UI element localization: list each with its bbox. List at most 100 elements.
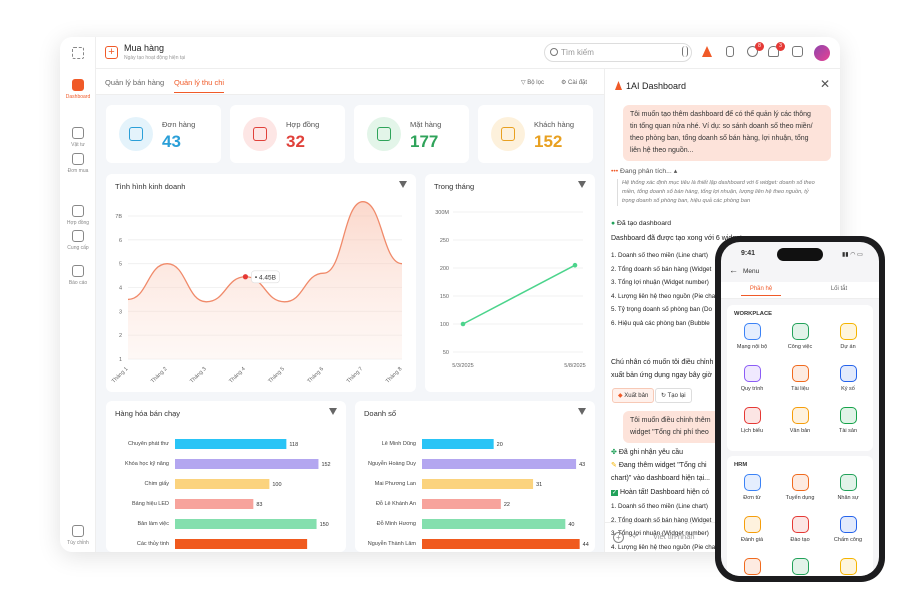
month-filter-icon[interactable] xyxy=(578,181,586,188)
bar-le-minh-dung[interactable] xyxy=(422,439,494,449)
business-chart-card: Tình hình kinh doanh 1 2 3 4 5 6 7B Tháng 1 Thán… xyxy=(106,174,416,392)
bar-do-minh-huong[interactable] xyxy=(422,519,566,529)
stat-card-khach-hang[interactable]: Khách hàng 152 xyxy=(478,105,593,163)
app-tai-san[interactable]: Tài sản xyxy=(824,407,872,434)
business-filter-icon[interactable] xyxy=(399,181,407,188)
regenerate-button[interactable]: ↻ Tạo lại xyxy=(655,388,692,403)
sidebar-item-label: Cung cấp xyxy=(67,245,89,251)
chat-icon[interactable] xyxy=(747,46,758,57)
analyzing-status[interactable]: ••• Đang phân tích... ▴ xyxy=(611,168,678,175)
danh-gia-icon xyxy=(743,516,761,533)
stat-card-hop-dong[interactable]: Hợp đồng 32 xyxy=(230,105,345,163)
tab-sales[interactable]: Quản lý bán hàng xyxy=(105,78,165,87)
sidebar-item-dashboard[interactable]: Dashboard xyxy=(60,79,96,100)
search-input[interactable]: Tìm kiếm xyxy=(544,43,692,62)
sidebar-item-bao-cao[interactable]: Báo cáo xyxy=(60,265,96,286)
sidebar-item-hop-dong[interactable]: Hợp đồng xyxy=(60,205,96,226)
back-icon[interactable]: ← xyxy=(729,265,738,275)
bar-nguyen-thanh-lam[interactable] xyxy=(422,539,580,549)
bar-nguyen-hoang-duy[interactable] xyxy=(422,459,577,469)
app-label: Đơn từ xyxy=(743,495,761,501)
sidebar-item-vat-tu[interactable]: Vật tư xyxy=(60,127,96,148)
app-item-7[interactable] xyxy=(776,558,824,576)
settings-button[interactable]: ⚙ Cài đặt xyxy=(561,79,587,86)
bar-bang-hieu-led[interactable] xyxy=(175,499,254,509)
bar-chuyen-phat-thu[interactable] xyxy=(175,439,287,449)
app-mang-noi-bo[interactable]: Mạng nội bộ xyxy=(728,323,776,350)
tab-finance[interactable]: Quản lý thu chi xyxy=(174,78,225,93)
sidebar-item-cung-cap[interactable]: Cung cấp xyxy=(60,230,96,251)
y-tick-label: 7B xyxy=(115,214,122,220)
close-icon[interactable]: ✕ xyxy=(819,77,830,91)
sparkle-icon[interactable]: ✧ xyxy=(630,531,639,542)
y-tick-label: 5 xyxy=(119,262,122,268)
data-point-marker[interactable] xyxy=(242,274,249,280)
sales-filter-icon[interactable] xyxy=(578,408,586,415)
sidebar-item-tuy-chinh[interactable]: Tùy chỉnh xyxy=(60,525,96,546)
area-series-line xyxy=(127,201,403,303)
bar-khoa-hoc-ky-nang[interactable] xyxy=(175,459,319,469)
list-item: 1. Doanh số theo miền (Line chart) xyxy=(611,252,708,259)
month-line-chart: 50 100 150 200 250 300M 5/3/2025 5/8/2025 xyxy=(435,210,585,369)
app-nhan-su[interactable]: Nhân sự xyxy=(824,474,872,501)
sidebar-item-don-mua[interactable]: Đơn mua xyxy=(60,153,96,174)
app-item-6[interactable] xyxy=(728,558,776,576)
plus-icon[interactable]: + xyxy=(105,46,118,59)
bar-ban-lam-viec[interactable] xyxy=(175,519,317,529)
list-item: 3. Tổng lợi nhuận (Widget number) xyxy=(611,530,709,537)
bar-do-le-khanh-an[interactable] xyxy=(422,499,501,509)
app-danh-gia[interactable]: Đánh giá xyxy=(728,516,776,543)
home-icon[interactable] xyxy=(792,46,803,57)
app-label: Ký số xyxy=(841,386,855,392)
hrm-title: HRM xyxy=(734,462,748,468)
bar-cac-thuy-tinh[interactable] xyxy=(175,539,308,549)
sales-title: Doanh số xyxy=(364,409,397,418)
best-sellers-title: Hàng hóa bán chạy xyxy=(115,409,181,418)
add-icon[interactable]: + xyxy=(613,532,624,543)
app-label: Quy trình xyxy=(740,386,764,392)
y-tick-label: 100 xyxy=(440,322,449,328)
dao-tao-icon xyxy=(791,516,809,533)
data-point[interactable] xyxy=(460,321,466,327)
filter-sliders-icon[interactable] xyxy=(682,46,688,57)
app-item-8[interactable] xyxy=(824,558,872,576)
app-quy-trinh[interactable]: Quy trình xyxy=(728,365,776,392)
phone-tab-shortcuts[interactable]: Lối tắt xyxy=(830,286,848,292)
month-chart-card: Trong tháng 50 100 150 200 250 300M 5/3/2025 5/… xyxy=(425,174,595,392)
apps-grid-icon[interactable] xyxy=(72,47,84,59)
app-du-an[interactable]: Dự án xyxy=(824,323,872,350)
bar-value-label: 118 xyxy=(289,442,298,448)
bell-icon[interactable] xyxy=(768,46,779,57)
app-tuyen-dung[interactable]: Tuyển dụng xyxy=(776,474,824,501)
app-label: Chấm công xyxy=(833,537,863,543)
bar-chim-giay[interactable] xyxy=(175,479,270,489)
app-van-ban[interactable]: Văn bản xyxy=(776,407,824,434)
app-ky-so[interactable]: Ký số xyxy=(824,365,872,392)
phone-tab-modules[interactable]: Phần hệ xyxy=(741,286,781,296)
y-tick-label: 250 xyxy=(440,238,449,244)
bar-mai-phuong-lan[interactable] xyxy=(422,479,534,489)
data-point[interactable] xyxy=(572,262,578,268)
publish-label: Xuất bản xyxy=(624,393,649,399)
left-rail: Dashboard Vật tư Đơn mua Hợp đồng Cung cấp Bá… xyxy=(60,37,96,552)
best-filter-icon[interactable] xyxy=(329,408,337,415)
app-tai-lieu[interactable]: Tài liệu xyxy=(776,365,824,392)
app-cham-cong[interactable]: Chấm công xyxy=(824,516,872,543)
app-dao-tao[interactable]: Đào tạo xyxy=(776,516,824,543)
stat-card-don-hang[interactable]: Đơn hàng 43 xyxy=(106,105,221,163)
avatar[interactable] xyxy=(814,45,830,61)
app-cong-viec[interactable]: Công việc xyxy=(776,323,824,350)
app-icon xyxy=(839,558,857,575)
stat-card-mat-hang[interactable]: Mặt hàng 177 xyxy=(354,105,469,163)
publish-button[interactable]: ◆ Xuất bản xyxy=(612,388,655,403)
bookmark-icon[interactable] xyxy=(726,46,734,57)
app-lich-bieu[interactable]: Lịch biểu xyxy=(728,407,776,434)
app-icon xyxy=(791,558,809,575)
workplace-section: WORKPLACE Mạng nội bộ Công việc Dự án Quy t… xyxy=(727,305,873,451)
sidebar-item-label: Dashboard xyxy=(65,94,91,100)
filter-button[interactable]: ▽ Bộ lọc xyxy=(521,79,544,86)
message-input[interactable]: Viết tin nhắn xyxy=(653,532,695,541)
app-don-tu[interactable]: Đơn từ xyxy=(728,474,776,501)
msg-line: Tôi muốn điều chỉnh thêm xyxy=(630,417,711,424)
app-icon xyxy=(743,558,761,575)
